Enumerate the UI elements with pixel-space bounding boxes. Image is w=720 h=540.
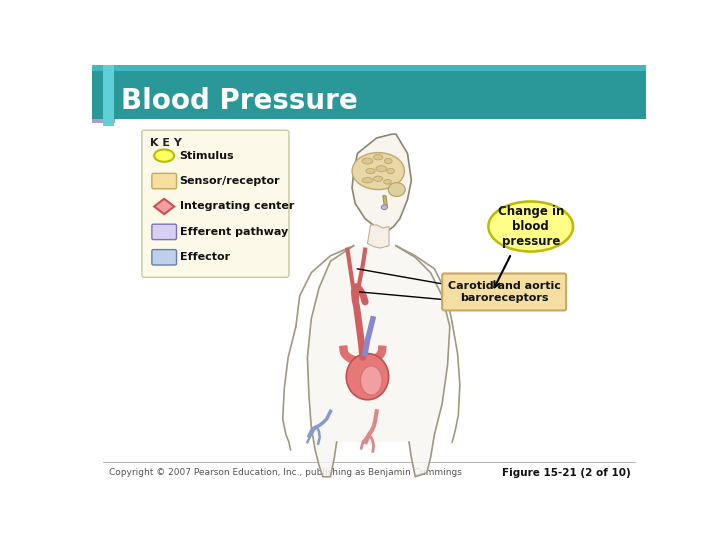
FancyBboxPatch shape bbox=[152, 224, 176, 240]
Ellipse shape bbox=[384, 158, 392, 164]
Ellipse shape bbox=[388, 183, 405, 197]
Ellipse shape bbox=[488, 201, 573, 252]
Polygon shape bbox=[307, 246, 450, 477]
Ellipse shape bbox=[374, 154, 383, 160]
Bar bbox=[92, 71, 647, 119]
Bar bbox=[104, 65, 114, 126]
Text: K E Y: K E Y bbox=[150, 138, 182, 147]
Ellipse shape bbox=[154, 150, 174, 162]
Text: Copyright © 2007 Pearson Education, Inc., publishing as Benjamin Cummings: Copyright © 2007 Pearson Education, Inc.… bbox=[109, 468, 462, 477]
Text: Carotid and aortic
baroreceptors: Carotid and aortic baroreceptors bbox=[448, 281, 561, 303]
Ellipse shape bbox=[366, 168, 375, 174]
Polygon shape bbox=[367, 225, 389, 248]
Ellipse shape bbox=[361, 366, 382, 395]
Ellipse shape bbox=[384, 179, 392, 184]
Ellipse shape bbox=[387, 168, 395, 174]
Ellipse shape bbox=[376, 166, 387, 172]
Ellipse shape bbox=[374, 176, 383, 181]
Bar bbox=[92, 65, 115, 123]
FancyBboxPatch shape bbox=[152, 173, 176, 189]
FancyBboxPatch shape bbox=[442, 273, 566, 310]
Text: Effector: Effector bbox=[179, 252, 230, 262]
Ellipse shape bbox=[352, 153, 405, 190]
Text: Change in
blood
pressure: Change in blood pressure bbox=[498, 205, 564, 248]
Ellipse shape bbox=[362, 158, 373, 164]
FancyBboxPatch shape bbox=[152, 249, 176, 265]
Text: Efferent pathway: Efferent pathway bbox=[179, 227, 288, 237]
Text: Sensor/receptor: Sensor/receptor bbox=[179, 176, 280, 186]
FancyBboxPatch shape bbox=[142, 130, 289, 278]
Text: Blood Pressure: Blood Pressure bbox=[121, 87, 358, 115]
Text: Figure 15-21 (2 of 10): Figure 15-21 (2 of 10) bbox=[502, 468, 631, 478]
Ellipse shape bbox=[382, 205, 387, 210]
Ellipse shape bbox=[346, 354, 389, 400]
Text: Stimulus: Stimulus bbox=[179, 151, 234, 161]
Polygon shape bbox=[154, 199, 174, 214]
Bar bbox=[92, 65, 647, 71]
Polygon shape bbox=[352, 134, 411, 231]
Text: Integrating center: Integrating center bbox=[179, 201, 294, 212]
Polygon shape bbox=[383, 195, 387, 207]
Ellipse shape bbox=[362, 178, 373, 183]
